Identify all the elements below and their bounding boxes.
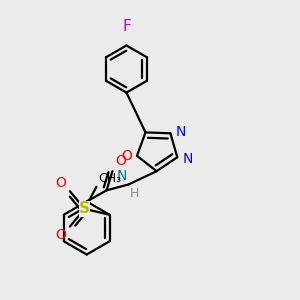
Text: O: O — [56, 228, 66, 242]
Text: N: N — [176, 125, 186, 139]
Text: O: O — [116, 154, 126, 168]
Text: H: H — [130, 187, 140, 200]
Text: F: F — [122, 19, 131, 34]
Text: N: N — [183, 152, 193, 166]
Text: N: N — [117, 169, 127, 183]
Text: CH₃: CH₃ — [99, 172, 122, 185]
Text: O: O — [56, 176, 66, 190]
Text: O: O — [121, 149, 132, 163]
Text: S: S — [79, 201, 90, 216]
